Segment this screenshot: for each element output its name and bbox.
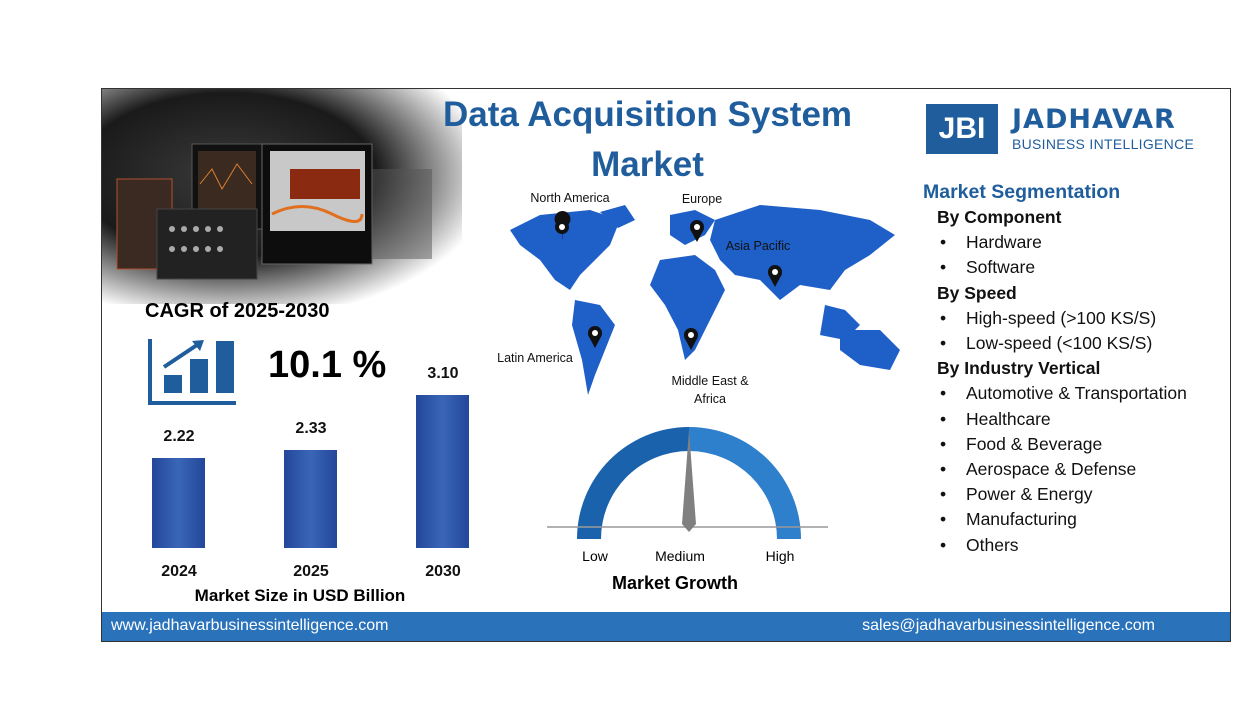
gauge-needle	[682, 430, 696, 532]
footer-website-link[interactable]: www.jadhavarbusinessintelligence.com	[111, 617, 389, 634]
segment-item: • Healthcare	[940, 408, 1051, 430]
bullet-icon: •	[940, 459, 947, 479]
segment-item: • Others	[940, 534, 1019, 556]
bar-category-label: 2025	[293, 563, 329, 580]
bullet-icon: •	[940, 408, 947, 429]
map-label-africa: Africa	[694, 392, 726, 406]
map-label-latin-america: Latin America	[497, 351, 573, 365]
bullet-icon: •	[940, 383, 947, 404]
segment-item-label: Low-speed (<100 KS/S)	[966, 333, 1153, 353]
bullet-icon: •	[940, 307, 947, 328]
segment-item: • Aerospace & Defense	[940, 459, 1136, 480]
segment-item-label: High-speed (>100 KS/S)	[966, 307, 1157, 328]
daq-devices-image	[116, 143, 432, 280]
segment-item: • Low-speed (<100 KS/S)	[940, 333, 1152, 354]
bullet-icon: •	[940, 257, 947, 278]
product-photo	[102, 89, 462, 304]
segment-item-label: Hardware	[966, 232, 1042, 253]
bar-category-label: 2024	[161, 563, 197, 580]
growth-chart-icon	[148, 339, 236, 405]
segment-item-label: Power & Energy	[966, 484, 1093, 505]
segment-item: • Automotive & Transportation	[940, 383, 1187, 404]
bar-category-label: 2030	[425, 563, 461, 580]
segmentation-title: Market Segmentation	[923, 181, 1121, 203]
bullet-icon: •	[940, 509, 947, 530]
bar-2024	[152, 458, 205, 548]
bullet-icon: •	[940, 232, 947, 253]
segment-item-label: Food & Beverage	[966, 433, 1103, 454]
bullet-icon: •	[940, 433, 947, 454]
footer-bar: www.jadhavarbusinessintelligence.com sal…	[102, 612, 1230, 641]
infographic-frame	[101, 88, 1231, 642]
segment-item-label: Aerospace & Defense	[966, 459, 1137, 479]
bar-value-label: 2.22	[163, 428, 195, 446]
segment-item: • Power & Energy	[940, 484, 1092, 505]
segment-item-label: Software	[966, 257, 1036, 278]
cagr-label: CAGR of 2025-2030	[145, 300, 330, 322]
bullet-icon: •	[940, 534, 947, 555]
segment-item: • High-speed (>100 KS/S)	[940, 307, 1156, 329]
bar-2025	[284, 450, 337, 548]
map-label-asia-pacific: Asia Pacific	[725, 239, 791, 253]
bullet-icon: •	[940, 484, 947, 505]
gauge-label-medium: Medium	[655, 548, 705, 564]
title-line-1: Data Acquisition System	[442, 95, 853, 134]
segment-item-label: Others	[966, 534, 1019, 555]
logo-mark: JBI	[926, 104, 998, 154]
gauge-title: Market Growth	[611, 573, 739, 593]
title-line-2: Market	[591, 145, 704, 184]
segment-item-label: Healthcare	[966, 408, 1051, 429]
market-growth-gauge	[547, 427, 828, 539]
segment-heading: By Industry Vertical	[937, 358, 1101, 379]
bar-2030	[416, 395, 469, 548]
world-map	[510, 205, 900, 395]
segment-item: • Manufacturing	[940, 509, 1077, 530]
segment-item: • Hardware	[940, 232, 1042, 253]
bar-value-label: 2.33	[295, 420, 327, 438]
logo-name: JADHAVAR	[1012, 104, 1176, 135]
segment-heading: By Component	[937, 207, 1062, 227]
segment-item: • Food & Beverage	[940, 433, 1102, 455]
segment-item: • Software	[940, 257, 1035, 278]
footer-email-link[interactable]: sales@jadhavarbusinessintelligence.com	[862, 617, 1155, 634]
chart-x-label: Market Size in USD Billion	[194, 586, 406, 605]
bullet-icon: •	[940, 333, 947, 353]
gauge-label-low: Low	[582, 548, 608, 564]
segment-heading: By Speed	[937, 282, 1017, 303]
logo-subtitle: BUSINESS INTELLIGENCE	[1012, 136, 1195, 152]
bar-value-label: 3.10	[427, 365, 459, 383]
gauge-label-high: High	[765, 548, 795, 564]
cagr-value: 10.1 %	[268, 344, 387, 386]
map-label-north-america: North America	[530, 191, 610, 205]
segment-item-label: Manufacturing	[966, 509, 1077, 530]
segment-item-label: Automotive & Transportation	[966, 383, 1187, 404]
map-label-middle-east: Middle East &	[671, 374, 749, 388]
map-label-europe: Europe	[681, 192, 723, 206]
